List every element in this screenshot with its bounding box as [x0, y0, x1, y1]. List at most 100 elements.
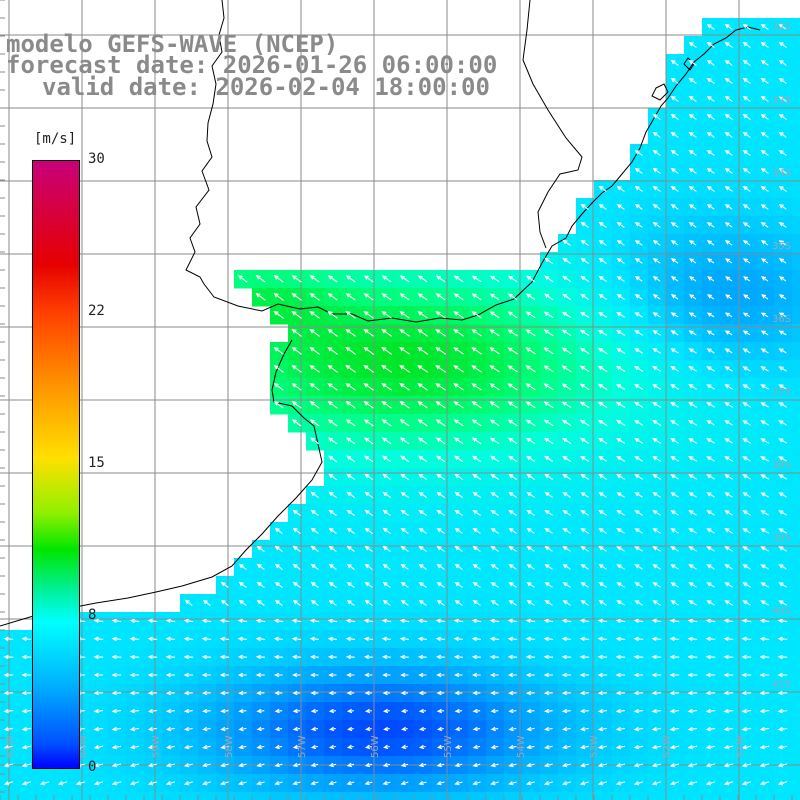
wind-arrow: [471, 636, 482, 642]
wind-arrow: [742, 564, 751, 570]
wind-arrow: [670, 113, 679, 120]
wind-arrow: [436, 672, 445, 678]
wind-arrow: [688, 492, 697, 498]
longitude-label: 53W: [589, 735, 600, 758]
wind-arrow: [778, 438, 787, 444]
wind-arrow: [273, 383, 284, 391]
wind-arrow: [688, 402, 697, 408]
wind-arrow: [706, 330, 715, 336]
wind-arrow: [471, 329, 482, 337]
wind-arrow: [310, 726, 318, 732]
wind-arrow: [399, 364, 411, 373]
wind-arrow: [436, 455, 446, 463]
wind-arrow: [472, 455, 482, 463]
wind-arrow: [255, 275, 266, 283]
wind-arrow: [345, 654, 355, 660]
wind-arrow: [706, 23, 715, 30]
wind-arrow: [579, 311, 590, 318]
wind-arrow: [543, 654, 554, 660]
wind-arrow: [724, 41, 733, 48]
wind-arrow: [615, 654, 626, 660]
wind-speed-cell: [666, 792, 685, 800]
wind-arrow: [562, 744, 571, 750]
wind-arrow: [634, 221, 643, 228]
wind-speed-cell: [540, 792, 559, 800]
wind-arrow: [453, 401, 464, 409]
wind-arrow: [543, 618, 554, 624]
wind-arrow: [706, 240, 715, 246]
wind-arrow: [291, 275, 302, 283]
wind-arrow: [741, 708, 752, 714]
wind-arrow: [472, 600, 481, 606]
wind-arrow: [490, 726, 499, 732]
wind-arrow: [688, 113, 697, 120]
wind-arrow: [255, 618, 266, 624]
wind-arrow: [544, 257, 554, 265]
wind-arrow: [725, 276, 733, 282]
wind-arrow: [364, 545, 373, 552]
wind-arrow: [670, 203, 679, 210]
wind-arrow: [93, 708, 104, 714]
wind-arrow: [634, 149, 643, 156]
wind-arrow: [454, 545, 463, 552]
wind-arrow: [598, 582, 607, 588]
wind-arrow: [454, 527, 463, 534]
wind-speed-cell: [792, 234, 800, 253]
wind-arrow: [453, 293, 464, 301]
wind-arrow: [3, 708, 14, 714]
wind-arrow: [670, 312, 679, 318]
wind-arrow: [598, 239, 607, 246]
wind-arrow: [616, 528, 625, 534]
wind-arrow: [111, 636, 122, 642]
wind-arrow: [579, 690, 589, 696]
wind-arrow: [778, 77, 787, 84]
wind-arrow: [669, 654, 680, 660]
wind-arrow: [634, 383, 644, 390]
wind-arrow: [742, 41, 751, 48]
wind-arrow: [561, 636, 572, 642]
wind-arrow: [579, 708, 589, 714]
wind-speed-cell: [252, 792, 271, 800]
wind-arrow: [274, 599, 283, 606]
wind-arrow: [652, 203, 661, 210]
wind-arrow: [328, 473, 338, 481]
wind-arrow: [741, 636, 752, 642]
wind-arrow: [741, 672, 752, 678]
wind-arrow: [651, 781, 662, 786]
wind-arrow: [435, 329, 447, 337]
wind-arrow: [598, 510, 607, 516]
wind-arrow: [381, 401, 392, 409]
wind-arrow: [778, 59, 787, 66]
wind-arrow: [760, 420, 769, 426]
wind-arrow: [381, 364, 393, 373]
wind-arrow: [633, 672, 644, 678]
wind-arrow: [238, 762, 247, 768]
wind-arrow: [3, 726, 14, 732]
wind-arrow: [760, 474, 769, 480]
longitude-label: 61W: [5, 735, 16, 758]
wind-arrow: [579, 744, 589, 750]
wind-arrow: [761, 294, 769, 300]
wind-arrow: [508, 780, 517, 786]
wind-arrow: [615, 365, 626, 372]
wind-arrow: [633, 781, 644, 786]
wind-arrow: [345, 346, 357, 355]
wind-arrow: [471, 419, 482, 427]
wind-arrow: [291, 636, 302, 642]
wind-arrow: [760, 384, 769, 390]
wind-arrow: [165, 690, 175, 696]
wind-arrow: [508, 762, 517, 768]
wind-arrow: [670, 149, 679, 156]
wind-arrow: [598, 546, 607, 552]
wind-arrow: [93, 690, 104, 696]
wind-arrow: [688, 203, 697, 210]
wind-arrow: [274, 762, 283, 768]
wind-arrow: [256, 581, 265, 588]
wind-arrow: [346, 762, 355, 768]
wind-arrow: [598, 455, 608, 462]
wind-arrow: [435, 401, 446, 409]
wind-arrow: [507, 672, 517, 678]
wind-arrow: [778, 131, 787, 138]
wind-speed-cell: [792, 180, 800, 199]
wind-arrow: [561, 365, 572, 373]
